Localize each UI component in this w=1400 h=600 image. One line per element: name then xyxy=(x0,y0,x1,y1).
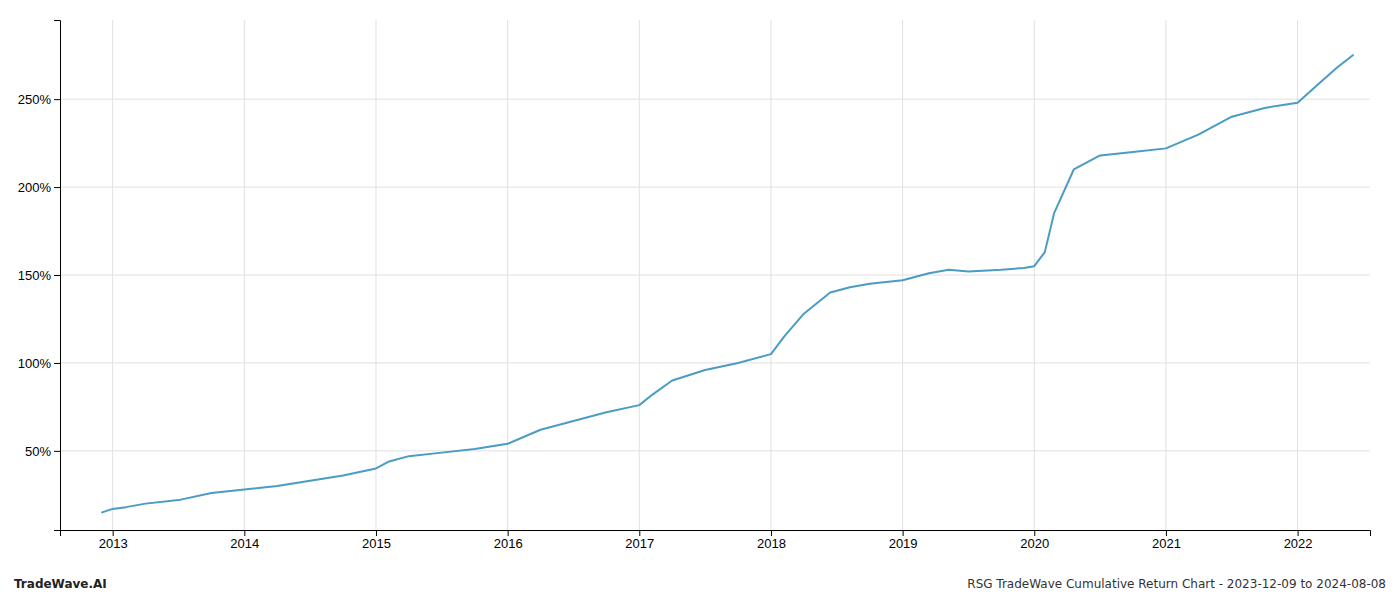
y-tick-label: 150% xyxy=(18,268,52,283)
y-tick-label: 200% xyxy=(18,180,52,195)
chart: 2013 2014 2015 2016 2017 2018 2019 2020 2021 2022… xyxy=(0,0,1400,600)
y-tick-label: 100% xyxy=(18,356,52,371)
x-tick-label: 2013 xyxy=(99,536,128,551)
x-tick: 2015 xyxy=(362,530,391,551)
x-tick-mark xyxy=(244,530,245,536)
x-tick-mark xyxy=(376,530,377,536)
y-tick-mark xyxy=(54,99,60,100)
y-axis-line xyxy=(54,21,61,531)
line xyxy=(102,55,1353,512)
x-tick-mark xyxy=(508,530,509,536)
grid-line-y xyxy=(60,450,1370,451)
marks xyxy=(102,55,1353,512)
y-tick-mark xyxy=(54,187,60,188)
x-axis: 2013 2014 2015 2016 2017 2018 2019 2020 2021 2022 xyxy=(61,530,1371,551)
x-tick-mark xyxy=(1166,530,1167,536)
grid xyxy=(60,20,1370,530)
x-tick-mark xyxy=(113,530,114,536)
y-tick: 50% xyxy=(25,444,60,459)
x-tick-label: 2016 xyxy=(494,536,523,551)
footer-left: TradeWave.AI xyxy=(14,577,107,591)
x-axis-line xyxy=(61,531,1371,537)
x-tick: 2019 xyxy=(889,530,918,551)
y-tick-mark xyxy=(54,275,60,276)
y-tick: 250% xyxy=(18,92,60,107)
y-tick-mark xyxy=(54,363,60,364)
x-tick-mark xyxy=(1298,530,1299,536)
x-tick: 2018 xyxy=(757,530,786,551)
x-tick-label: 2015 xyxy=(362,536,391,551)
x-tick-mark xyxy=(771,530,772,536)
x-tick-label: 2017 xyxy=(625,536,654,551)
grid-line-y xyxy=(60,362,1370,363)
x-tick-label: 2022 xyxy=(1284,536,1313,551)
x-tick-mark xyxy=(903,530,904,536)
x-tick-mark xyxy=(1034,530,1035,536)
grid-line-y xyxy=(60,187,1370,188)
x-tick: 2013 xyxy=(99,530,128,551)
x-tick: 2020 xyxy=(1020,530,1049,551)
x-tick: 2021 xyxy=(1152,530,1181,551)
x-tick: 2016 xyxy=(494,530,523,551)
x-tick-label: 2021 xyxy=(1152,536,1181,551)
y-tick-label: 50% xyxy=(25,444,51,459)
y-tick: 150% xyxy=(18,268,60,283)
x-tick-label: 2020 xyxy=(1020,536,1049,551)
x-tick-label: 2014 xyxy=(230,536,259,551)
y-tick-label: 250% xyxy=(18,92,52,107)
x-tick-label: 2019 xyxy=(889,536,918,551)
x-tick: 2022 xyxy=(1284,530,1313,551)
y-tick: 200% xyxy=(18,180,60,195)
grid-line-y xyxy=(60,99,1370,100)
footer-right: RSG TradeWave Cumulative Return Chart - … xyxy=(967,577,1386,591)
y-tick-mark xyxy=(54,451,60,452)
x-tick-label: 2018 xyxy=(757,536,786,551)
x-tick-mark xyxy=(639,530,640,536)
x-tick: 2017 xyxy=(625,530,654,551)
x-tick: 2014 xyxy=(230,530,259,551)
y-axis: 50% 100% 150% 200% 250% xyxy=(18,21,61,531)
plot: 2013 2014 2015 2016 2017 2018 2019 2020 2021 2022… xyxy=(18,20,1371,551)
grid-line-y xyxy=(60,275,1370,276)
y-tick: 100% xyxy=(18,356,60,371)
